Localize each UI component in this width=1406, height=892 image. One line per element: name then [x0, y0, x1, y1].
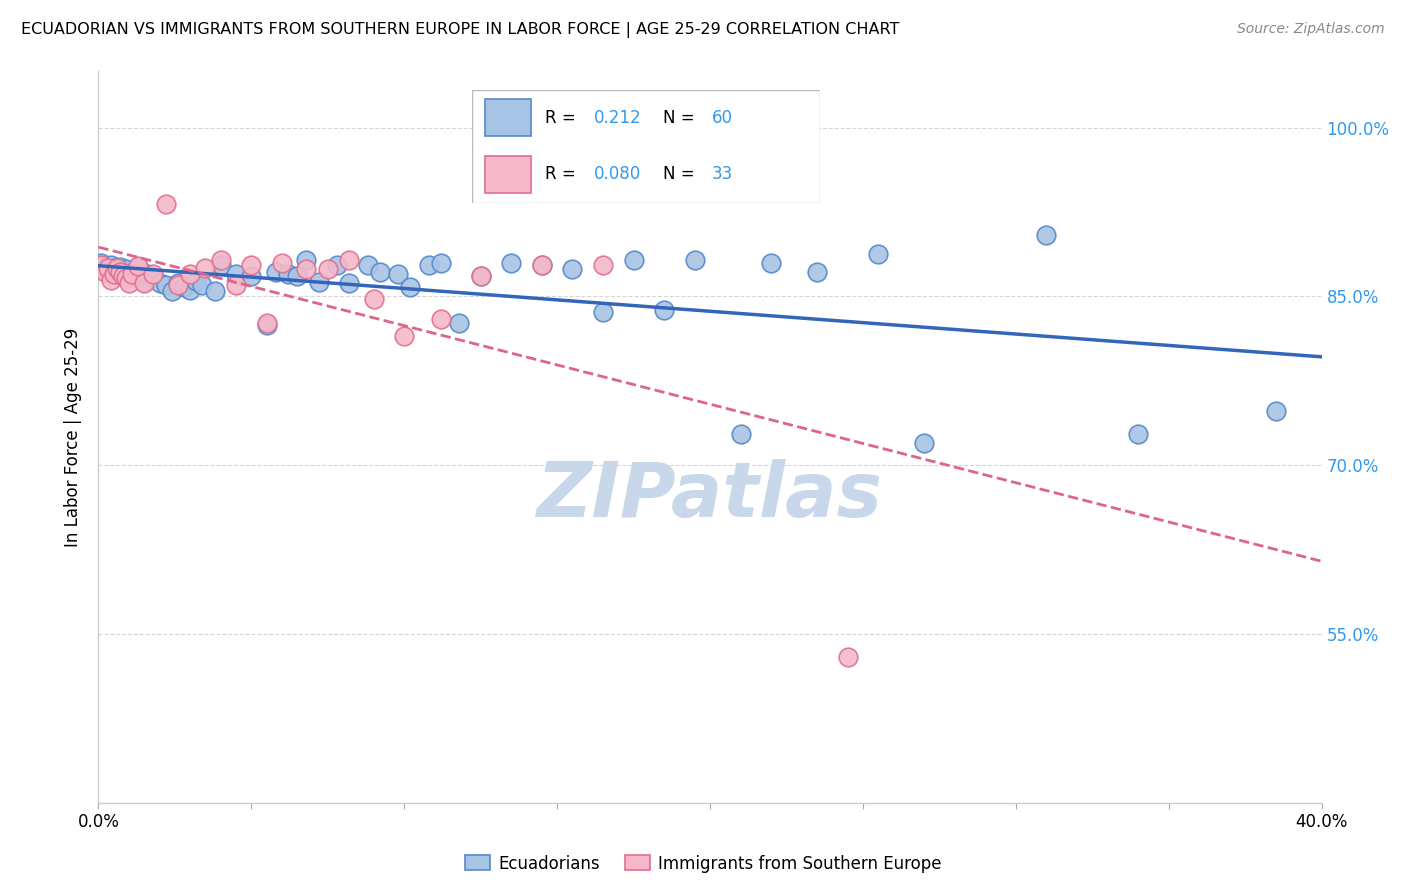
- Point: [167, 278, 190, 293]
- Legend: Ecuadorians, Immigrants from Southern Europe: Ecuadorians, Immigrants from Southern Eu…: [458, 848, 948, 880]
- Text: Source: ZipAtlas.com: Source: ZipAtlas.com: [1237, 22, 1385, 37]
- Point: [100, 258, 122, 272]
- Point: [225, 278, 247, 293]
- Point: [186, 274, 208, 288]
- Point: [155, 278, 177, 293]
- Point: [240, 258, 263, 272]
- Point: [142, 267, 165, 281]
- Point: [837, 649, 859, 664]
- Point: [100, 272, 122, 286]
- Point: [806, 265, 828, 279]
- Point: [105, 267, 128, 281]
- Point: [90, 258, 112, 272]
- Point: [316, 262, 339, 277]
- Point: [501, 255, 523, 269]
- Point: [121, 267, 143, 281]
- Point: [108, 265, 131, 279]
- Point: [256, 318, 278, 332]
- Point: [97, 265, 120, 279]
- Point: [387, 267, 409, 281]
- Point: [530, 258, 553, 272]
- Point: [652, 302, 675, 317]
- Point: [337, 276, 360, 290]
- Point: [295, 262, 318, 277]
- Point: [561, 262, 583, 277]
- Point: [129, 268, 152, 282]
- Point: [530, 258, 553, 272]
- Point: [136, 267, 159, 281]
- Point: [1128, 426, 1150, 441]
- Point: [470, 269, 492, 284]
- Point: [191, 278, 214, 293]
- Point: [277, 267, 299, 281]
- Point: [363, 292, 385, 306]
- Point: [399, 280, 422, 294]
- Point: [392, 328, 416, 343]
- Point: [160, 284, 183, 298]
- Point: [179, 267, 201, 281]
- Point: [368, 265, 391, 279]
- Point: [449, 317, 471, 331]
- Point: [103, 261, 125, 276]
- Point: [592, 305, 614, 319]
- Point: [270, 255, 292, 269]
- Point: [97, 261, 120, 276]
- Point: [167, 276, 190, 290]
- Point: [683, 253, 706, 268]
- Point: [209, 253, 232, 268]
- Point: [592, 258, 614, 272]
- Point: [204, 284, 226, 298]
- Point: [868, 246, 890, 260]
- Point: [418, 258, 440, 272]
- Point: [127, 260, 149, 275]
- Point: [142, 271, 165, 285]
- Point: [1264, 404, 1286, 418]
- Point: [430, 312, 453, 326]
- Text: ECUADORIAN VS IMMIGRANTS FROM SOUTHERN EUROPE IN LABOR FORCE | AGE 25-29 CORRELA: ECUADORIAN VS IMMIGRANTS FROM SOUTHERN E…: [21, 22, 900, 38]
- Y-axis label: In Labor Force | Age 25-29: In Labor Force | Age 25-29: [65, 327, 83, 547]
- Point: [356, 258, 378, 272]
- Point: [173, 280, 195, 294]
- Point: [149, 276, 172, 290]
- Point: [1035, 227, 1057, 242]
- Point: [730, 426, 752, 441]
- Point: [121, 269, 143, 284]
- Point: [115, 262, 138, 277]
- Point: [264, 265, 287, 279]
- Point: [194, 261, 217, 276]
- Point: [93, 261, 115, 276]
- Point: [225, 267, 247, 281]
- Point: [115, 271, 138, 285]
- Point: [337, 253, 360, 268]
- Point: [326, 258, 349, 272]
- Point: [93, 265, 115, 279]
- Point: [240, 269, 263, 284]
- Point: [470, 269, 492, 284]
- Point: [134, 276, 156, 290]
- Point: [111, 265, 134, 279]
- Point: [308, 275, 330, 289]
- Point: [90, 255, 112, 269]
- Point: [155, 197, 177, 211]
- Point: [623, 253, 645, 268]
- Point: [118, 276, 141, 290]
- Point: [256, 317, 278, 331]
- Point: [108, 260, 131, 275]
- Point: [295, 253, 318, 268]
- Point: [179, 283, 201, 297]
- Point: [127, 259, 149, 273]
- Point: [124, 263, 146, 277]
- Point: [134, 275, 156, 289]
- Text: ZIPatlas: ZIPatlas: [537, 458, 883, 533]
- Point: [912, 435, 935, 450]
- Point: [118, 267, 141, 281]
- Point: [105, 261, 128, 276]
- Point: [111, 269, 134, 284]
- Point: [759, 255, 782, 269]
- Point: [209, 258, 232, 272]
- Point: [103, 267, 125, 281]
- Point: [430, 255, 453, 269]
- Point: [285, 269, 308, 284]
